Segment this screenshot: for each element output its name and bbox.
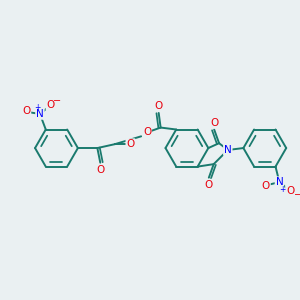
Text: O: O (262, 181, 270, 191)
Text: N: N (224, 145, 232, 155)
Text: O: O (205, 180, 213, 190)
Text: −: − (294, 190, 300, 200)
Text: +: + (34, 103, 40, 112)
Text: O: O (126, 139, 135, 149)
Text: O: O (210, 118, 218, 128)
Text: −: − (53, 96, 62, 106)
Text: O: O (96, 165, 104, 176)
Text: O: O (154, 101, 163, 111)
Text: O: O (46, 100, 55, 110)
Text: O: O (286, 186, 294, 196)
Text: N: N (275, 177, 283, 187)
Text: O: O (22, 106, 30, 116)
Text: O: O (143, 128, 151, 137)
Text: +: + (279, 185, 286, 194)
Text: N: N (36, 109, 44, 119)
